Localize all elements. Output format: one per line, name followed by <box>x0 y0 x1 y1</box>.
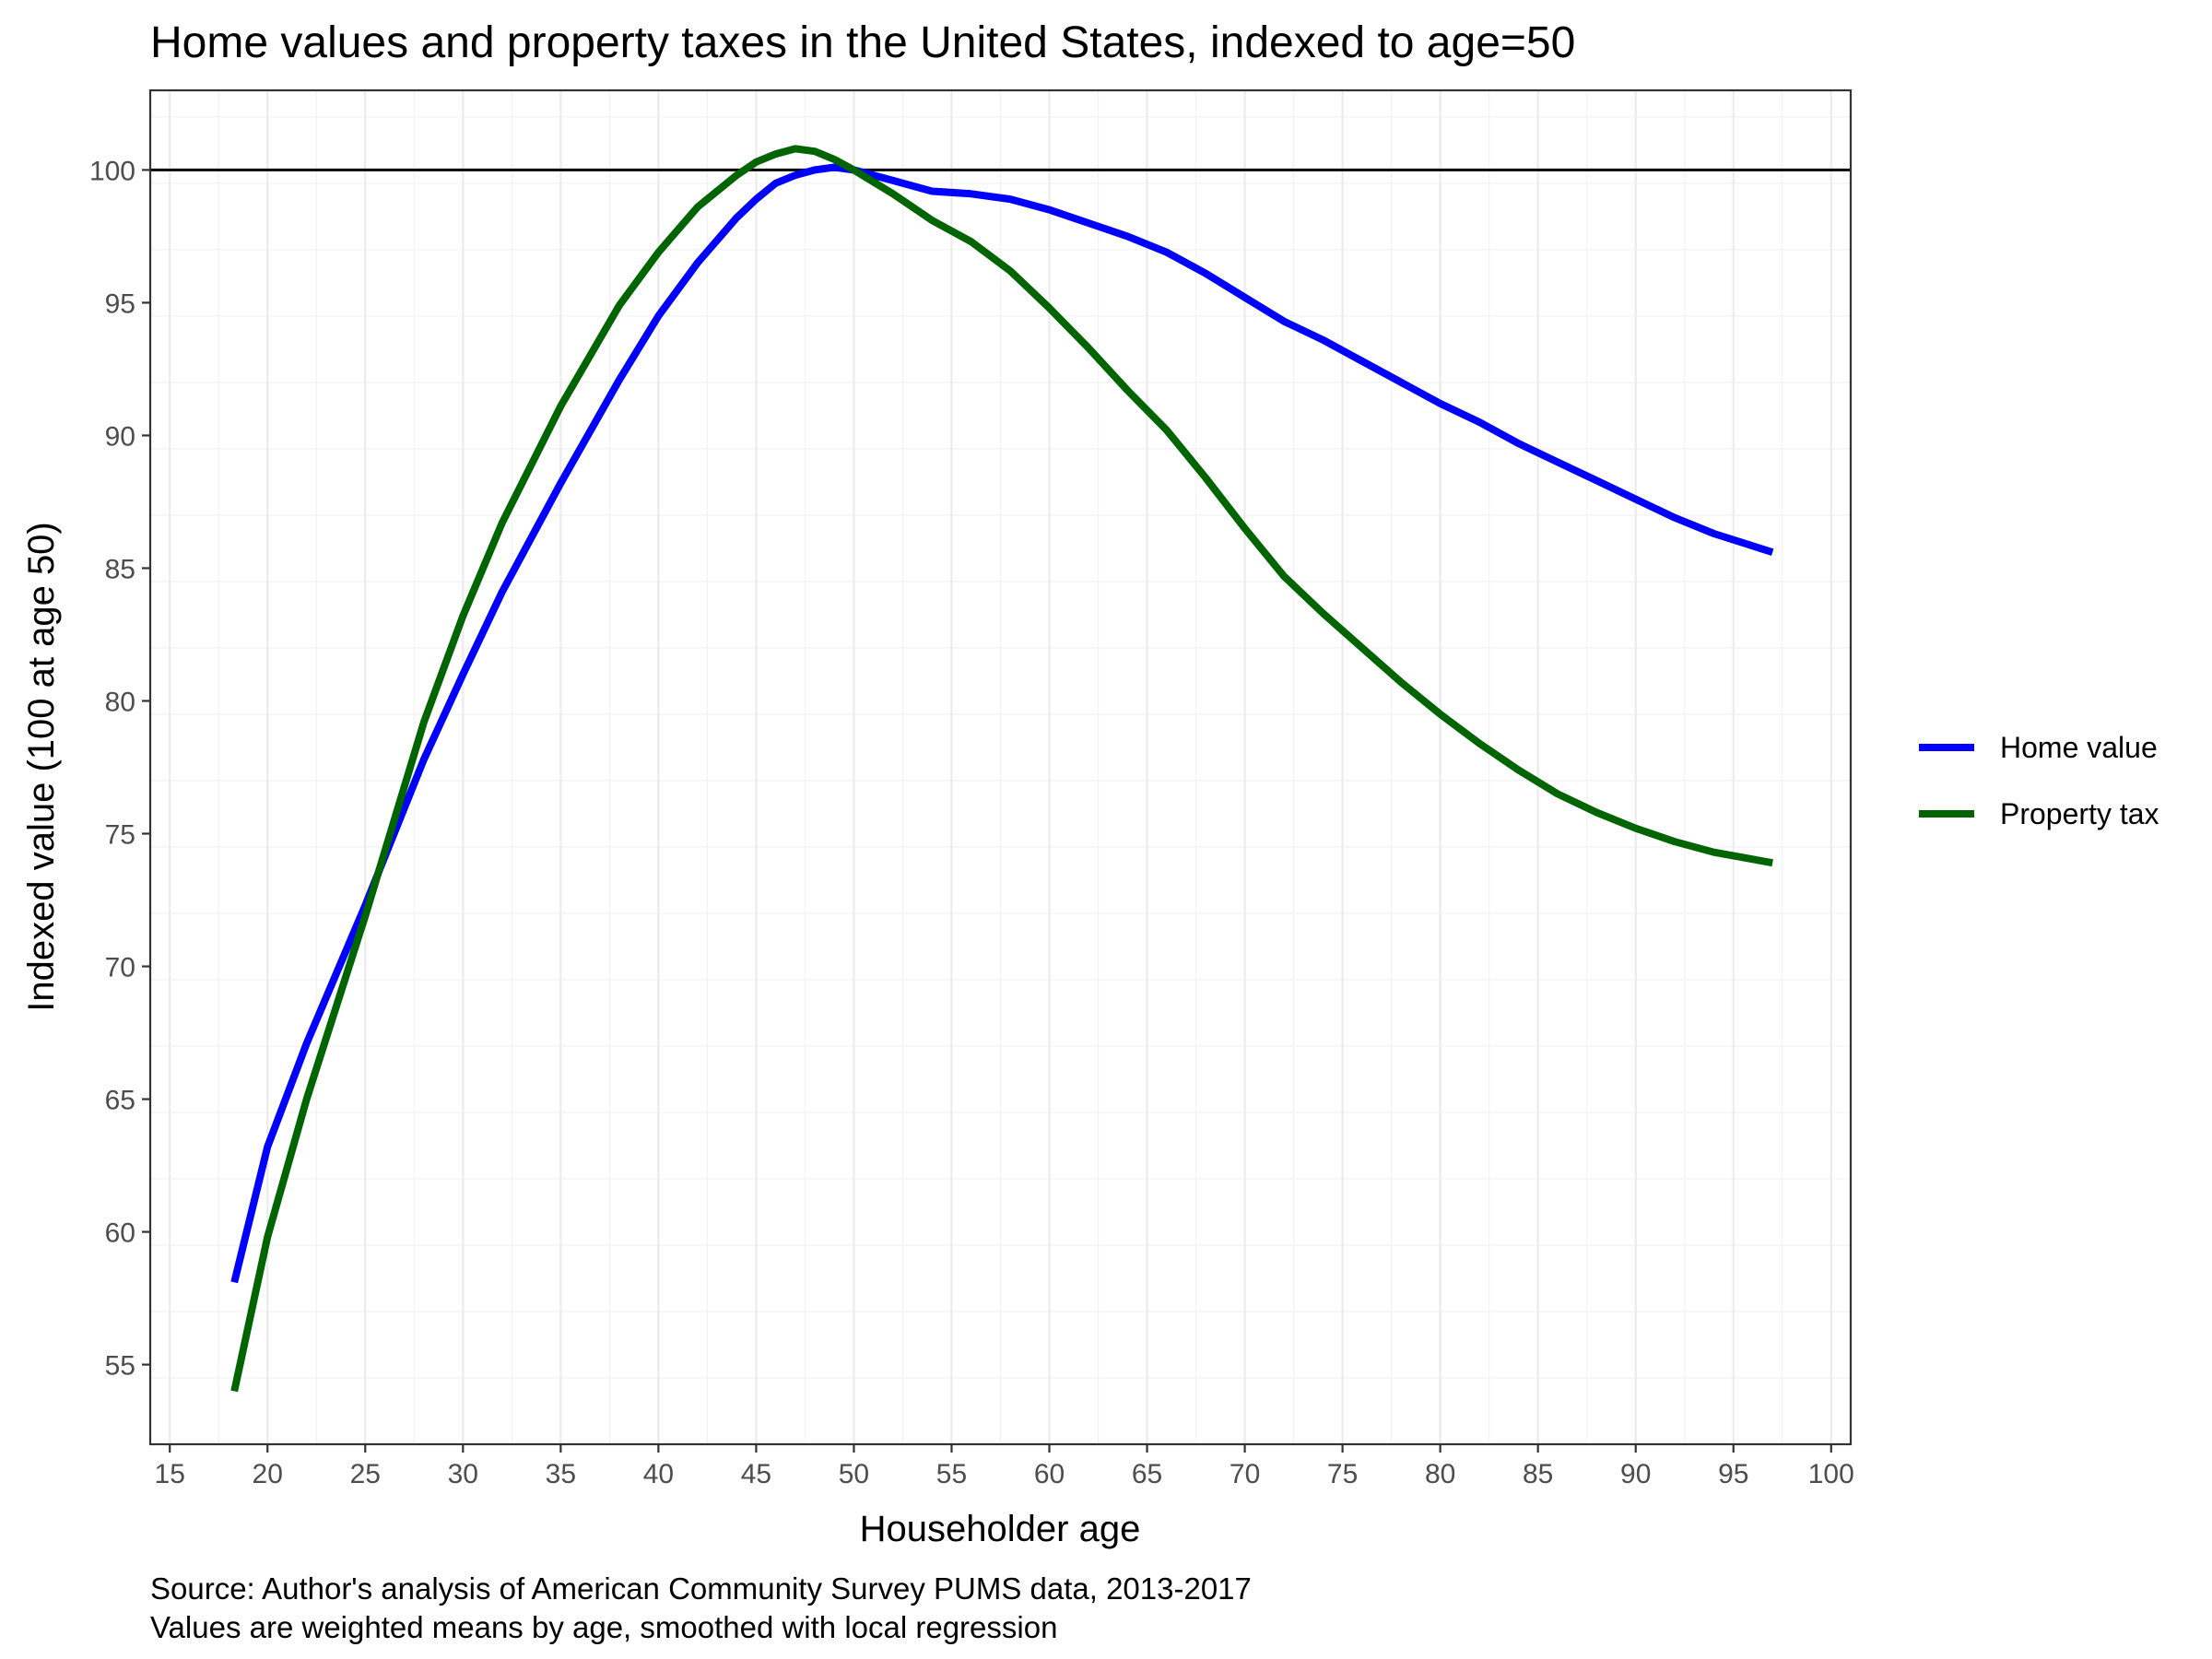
x-tick-label: 55 <box>936 1459 967 1489</box>
x-tick-label: 100 <box>1808 1459 1854 1489</box>
x-tick-label: 90 <box>1620 1459 1651 1489</box>
y-tick-label: 95 <box>105 288 135 319</box>
x-tick-label: 75 <box>1327 1459 1358 1489</box>
y-tick-label: 65 <box>105 1086 135 1116</box>
x-tick-label: 80 <box>1425 1459 1455 1489</box>
x-tick-label: 40 <box>643 1459 674 1489</box>
y-tick-label: 90 <box>105 421 135 452</box>
x-tick-label: 65 <box>1132 1459 1162 1489</box>
x-tick-label: 25 <box>350 1459 381 1489</box>
y-tick-label: 55 <box>105 1351 135 1382</box>
x-tick-label: 20 <box>253 1459 283 1489</box>
x-axis: 15 20 25 30 35 40 45 50 55 60 65 70 75 80 85 90 95 100 <box>155 1444 1854 1489</box>
x-tick-label: 15 <box>155 1459 185 1489</box>
y-tick-label: 70 <box>105 953 135 983</box>
legend-label-home-value: Home value <box>2000 731 2158 764</box>
caption-note: Values are weighted means by age, smooth… <box>150 1610 1057 1644</box>
y-tick-label: 80 <box>105 687 135 717</box>
x-tick-label: 35 <box>546 1459 576 1489</box>
y-tick-label: 60 <box>105 1218 135 1249</box>
x-axis-title: Householder age <box>860 1509 1141 1549</box>
x-tick-label: 45 <box>741 1459 771 1489</box>
plot-panel-border <box>148 88 1853 1446</box>
caption-source: Source: Author's analysis of American Co… <box>150 1571 1252 1606</box>
x-tick-label: 95 <box>1718 1459 1748 1489</box>
y-tick-label: 100 <box>89 156 135 186</box>
legend-label-property-tax: Property tax <box>2000 797 2159 830</box>
y-tick-label: 85 <box>105 554 135 584</box>
y-axis: 55 60 65 70 75 80 85 90 95 100 <box>89 156 150 1382</box>
y-axis-title: Indexed value (100 at age 50) <box>21 522 62 1012</box>
x-tick-label: 70 <box>1230 1459 1260 1489</box>
series-line-property-tax <box>230 145 1773 1393</box>
grid <box>150 90 1851 1445</box>
series-line-home-value <box>230 163 1774 1284</box>
legend: Home value Property tax <box>1919 731 2159 830</box>
series-layer <box>230 145 1774 1393</box>
x-tick-label: 85 <box>1523 1459 1553 1489</box>
y-tick-label: 75 <box>105 820 135 851</box>
x-tick-label: 50 <box>839 1459 869 1489</box>
x-tick-label: 60 <box>1034 1459 1065 1489</box>
chart-title: Home values and property taxes in the Un… <box>150 18 1575 67</box>
x-tick-label: 30 <box>448 1459 478 1489</box>
